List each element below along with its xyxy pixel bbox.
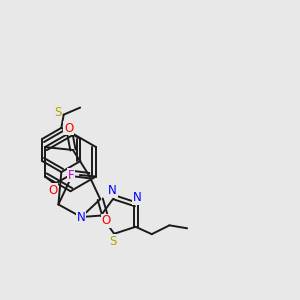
Text: N: N [108, 184, 117, 197]
Text: N: N [133, 191, 141, 204]
Text: O: O [64, 122, 73, 135]
Text: O: O [49, 184, 58, 197]
Text: S: S [54, 106, 62, 119]
Text: N: N [77, 211, 85, 224]
Text: O: O [101, 214, 111, 227]
Text: F: F [68, 169, 74, 182]
Text: S: S [109, 235, 116, 248]
